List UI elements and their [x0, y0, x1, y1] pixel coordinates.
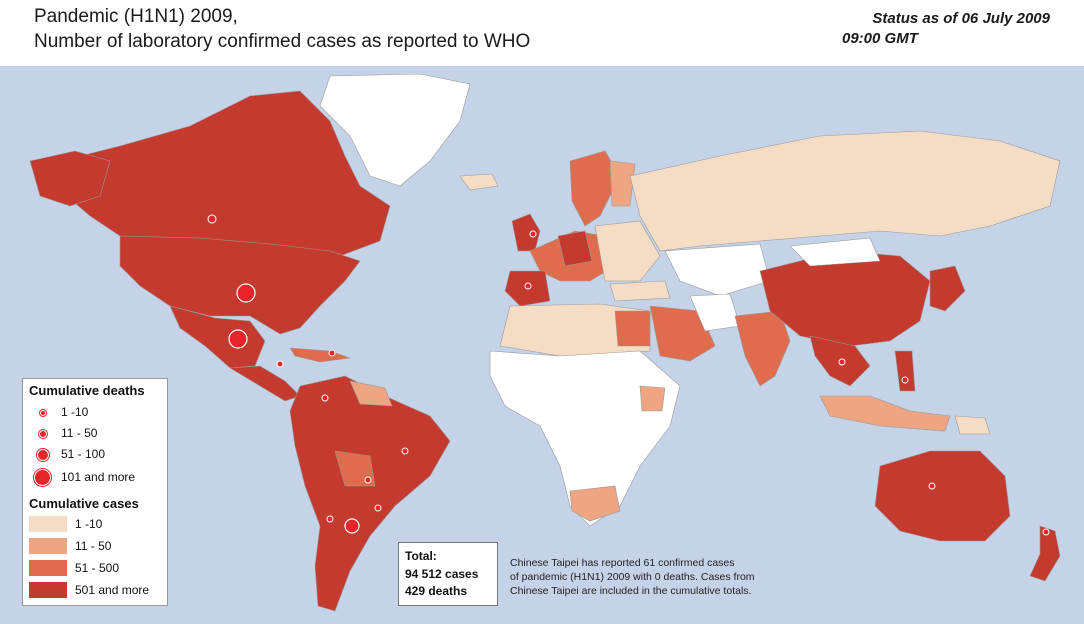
region-finland [609, 160, 636, 207]
region-japan [929, 265, 966, 312]
region-bolivia [334, 450, 376, 487]
map-legend: Cumulative deaths 1 -10 11 - 50 51 - 100… [22, 378, 168, 606]
region-iceland [459, 173, 499, 191]
death-dot-uk [529, 230, 537, 238]
region-south-africa [569, 485, 621, 522]
region-egypt [614, 310, 651, 347]
death-dot-philippines [901, 376, 909, 384]
legend-cases-swatch-1 [29, 516, 67, 532]
death-dot-argentina [344, 518, 360, 534]
region-russia [629, 130, 1061, 252]
map-header: Pandemic (H1N1) 2009, Number of laborato… [0, 0, 1084, 64]
note-line1: Chinese Taipei has reported 61 confirmed… [510, 557, 735, 569]
world-map-svg [29, 73, 1061, 612]
region-turkey [609, 280, 671, 302]
region-central-america [229, 365, 301, 402]
death-dot-mexico [228, 329, 248, 349]
death-dot-caribbean [328, 349, 336, 357]
note-line3: Chinese Taipei are included in the cumul… [510, 585, 752, 597]
legend-deaths-label: 1 -10 [61, 405, 89, 419]
region-usa [119, 235, 361, 335]
world-map [0, 66, 1084, 624]
legend-deaths-label: 101 and more [61, 470, 136, 484]
legend-cases-label: 51 - 500 [75, 561, 120, 575]
death-dot-colombia [321, 394, 329, 402]
death-dot-canada [207, 214, 217, 224]
legend-death-dot-4 [34, 469, 51, 486]
region-arabia [649, 305, 716, 362]
region-new-zealand [1029, 525, 1061, 582]
death-dot-new-zealand [1042, 528, 1050, 536]
legend-cases-swatch-4 [29, 582, 67, 598]
region-scandinavia [569, 150, 621, 227]
legend-death-dot-2 [39, 430, 47, 438]
region-east-africa [639, 385, 666, 412]
totals-cases: 94 512 cases [405, 567, 479, 581]
legend-cases-swatch-3 [29, 560, 67, 576]
region-central-asia [664, 243, 771, 297]
legend-deaths-label: 51 - 100 [61, 447, 106, 461]
region-caribbean [289, 347, 351, 363]
legend-cases-heading: Cumulative cases [29, 496, 139, 511]
legend-cases-label: 11 - 50 [75, 539, 112, 553]
region-mongolia [789, 237, 881, 267]
death-dot-central-america [276, 360, 284, 368]
region-philippines [894, 350, 916, 392]
region-alaska [29, 150, 111, 207]
region-indonesia [819, 395, 951, 432]
region-germany [557, 230, 593, 267]
region-png [954, 415, 991, 435]
region-india [734, 310, 791, 387]
region-australia [874, 450, 1011, 542]
note-line2: of pandemic (H1N1) 2009 with 0 deaths. C… [510, 571, 755, 583]
map-title-line2: Number of laboratory confirmed cases as … [34, 31, 531, 52]
death-dot-spain [524, 282, 532, 290]
region-mexico [169, 305, 266, 369]
death-dot-chile [326, 515, 334, 523]
death-dot-paraguay [364, 476, 372, 484]
region-uk [511, 213, 541, 252]
region-south-america [289, 375, 451, 612]
death-dot-thailand [838, 358, 846, 366]
death-dot-australia [928, 482, 936, 490]
region-canada [54, 90, 391, 257]
legend-deaths-heading: Cumulative deaths [29, 383, 145, 398]
totals-deaths: 429 deaths [405, 584, 468, 598]
totals-label: Total: [405, 549, 437, 563]
legend-cases-label: 1 -10 [75, 517, 103, 531]
region-east-europe [594, 220, 661, 282]
legend-death-dot-1 [40, 410, 46, 416]
legend-cases-label: 501 and more [75, 583, 150, 597]
status-date: Status as of 06 July 2009 [872, 10, 1050, 27]
death-dot-brazil [401, 447, 409, 455]
region-guianas [349, 380, 393, 407]
death-dot-uruguay [374, 504, 382, 512]
status-time: 09:00 GMT [842, 30, 918, 47]
legend-death-dot-3 [37, 449, 49, 461]
region-greenland [319, 73, 471, 187]
map-title-line1: Pandemic (H1N1) 2009, [34, 6, 238, 27]
legend-cases-swatch-2 [29, 538, 67, 554]
legend-deaths-label: 11 - 50 [61, 426, 98, 440]
totals-box: Total: 94 512 cases 429 deaths [398, 542, 498, 606]
region-north-africa [499, 303, 651, 357]
death-dot-usa [236, 283, 256, 303]
